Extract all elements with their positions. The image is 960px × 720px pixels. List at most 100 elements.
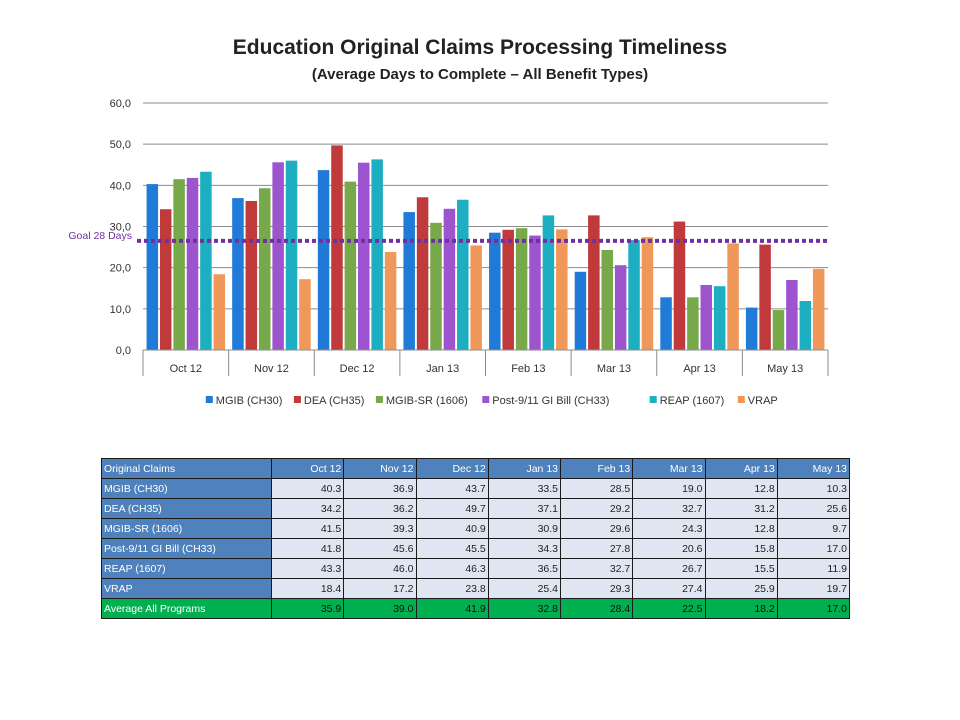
bar	[772, 310, 785, 350]
legend-swatch	[375, 396, 383, 403]
table-cell: 12.8	[704, 478, 778, 499]
bar	[299, 279, 311, 350]
bar	[489, 232, 501, 350]
table-cell: 25.6	[776, 498, 851, 519]
table-cell: 17.2	[343, 578, 417, 599]
table-header-cell: Jan 13	[487, 458, 562, 479]
bars	[146, 145, 825, 350]
bar	[317, 170, 330, 350]
bar	[470, 245, 482, 350]
table-header-cell: Nov 12	[343, 458, 417, 479]
bar	[331, 145, 343, 350]
bar	[799, 301, 812, 350]
x-tick-label: Feb 13	[511, 363, 545, 375]
table-cell: 27.4	[632, 578, 706, 599]
bar	[272, 162, 284, 350]
bar	[687, 297, 699, 350]
table-cell: 19.0	[632, 478, 706, 499]
table-cell: 25.9	[704, 578, 778, 599]
bar	[574, 271, 587, 350]
legend-label: MGIB-SR (1606)	[386, 395, 468, 407]
table-cell: 9.7	[776, 518, 851, 539]
table-cell: 19.7	[776, 578, 851, 599]
table-cell: 36.2	[343, 498, 417, 519]
table-cell: 36.5	[487, 558, 562, 579]
table-header-cell: Oct 12	[270, 458, 345, 479]
bar	[588, 215, 600, 350]
bar	[403, 212, 415, 350]
table-cell: 34.2	[270, 498, 345, 519]
legend-label: DEA (CH35)	[304, 395, 365, 407]
bar	[745, 307, 758, 350]
x-tick-label: Apr 13	[683, 363, 715, 375]
row-label: MGIB (CH30)	[101, 478, 272, 499]
table-cell: 25.4	[487, 578, 562, 599]
x-tick-label: May 13	[767, 363, 803, 375]
y-tick-label: 40,0	[110, 180, 131, 192]
table-cell: 11.9	[776, 558, 851, 579]
row-label: VRAP	[101, 578, 272, 599]
bar	[614, 265, 627, 350]
bar	[812, 268, 825, 350]
table-cell: 40.3	[270, 478, 345, 499]
table-cell: 31.2	[704, 498, 778, 519]
table-header-row: Original Claims Oct 12 Nov 12 Dec 12 Jan 13 F…	[101, 458, 851, 479]
y-tick-label: 30,0	[110, 222, 131, 234]
x-tick-label: Jan 13	[426, 363, 459, 375]
table-cell: 20.6	[632, 538, 706, 559]
table-cell: 29.6	[559, 518, 634, 539]
bar	[660, 297, 672, 350]
bar	[344, 181, 357, 350]
table-cell: 29.3	[559, 578, 634, 599]
table-cell: 39.0	[343, 598, 417, 619]
table-row: MGIB (CH30) 40.3 36.9 43.7 33.5 28.5 19.0 12.8 1…	[101, 478, 851, 499]
row-label: REAP (1607)	[101, 558, 272, 579]
bar	[727, 243, 739, 350]
table-row: Average All Programs 35.9 39.0 41.9 32.8 28.4…	[101, 598, 851, 619]
bar	[258, 188, 271, 350]
y-tick-label: 0,0	[116, 345, 131, 357]
table-header-cell: Dec 12	[415, 458, 489, 479]
legend-swatch	[737, 396, 745, 403]
table-cell: 17.0	[776, 538, 851, 559]
bar	[159, 209, 172, 350]
table-cell: 32.7	[559, 558, 634, 579]
table-cell: 49.7	[415, 498, 489, 519]
row-label: MGIB-SR (1606)	[101, 518, 272, 539]
legend-label: Post-9/11 GI Bill (CH33)	[492, 395, 609, 407]
bar	[786, 280, 798, 350]
bar	[245, 200, 258, 350]
table-cell: 23.8	[415, 578, 489, 599]
bar	[358, 162, 370, 350]
table-header-cell: May 13	[776, 458, 851, 479]
bar	[502, 229, 514, 350]
chart-title: Education Original Claims Processing Tim…	[232, 36, 728, 59]
bar	[515, 228, 528, 350]
table-cell: 10.3	[776, 478, 851, 499]
x-tick-label: Nov 12	[254, 363, 289, 375]
bar	[700, 284, 713, 350]
bar	[443, 208, 456, 350]
row-label: DEA (CH35)	[101, 498, 272, 519]
legend-label: VRAP	[748, 395, 778, 407]
table-cell: 43.7	[415, 478, 489, 499]
table-row: Post-9/11 GI Bill (CH33) 41.8 45.6 45.5 34.3…	[101, 538, 851, 559]
bar	[673, 221, 686, 350]
bar	[529, 235, 541, 350]
table-row: REAP (1607) 43.3 46.0 46.3 36.5 32.7 26.7 15.5 1…	[101, 558, 851, 579]
legend-label: MGIB (CH30)	[216, 395, 283, 407]
table-cell: 28.5	[559, 478, 634, 499]
table-cell: 17.0	[776, 598, 851, 619]
table-cell: 45.5	[415, 538, 489, 559]
y-tick-label: 20,0	[110, 263, 131, 275]
table-cell: 15.8	[704, 538, 778, 559]
bar	[384, 252, 397, 350]
table-cell: 41.9	[415, 598, 489, 619]
table-cell: 46.3	[415, 558, 489, 579]
bar	[232, 198, 244, 350]
table-header-cell: Feb 13	[559, 458, 634, 479]
chart-subtitle: (Average Days to Complete – All Benefit …	[311, 66, 649, 83]
bar	[186, 177, 199, 350]
table-cell: 41.8	[270, 538, 345, 559]
bar	[285, 160, 298, 350]
